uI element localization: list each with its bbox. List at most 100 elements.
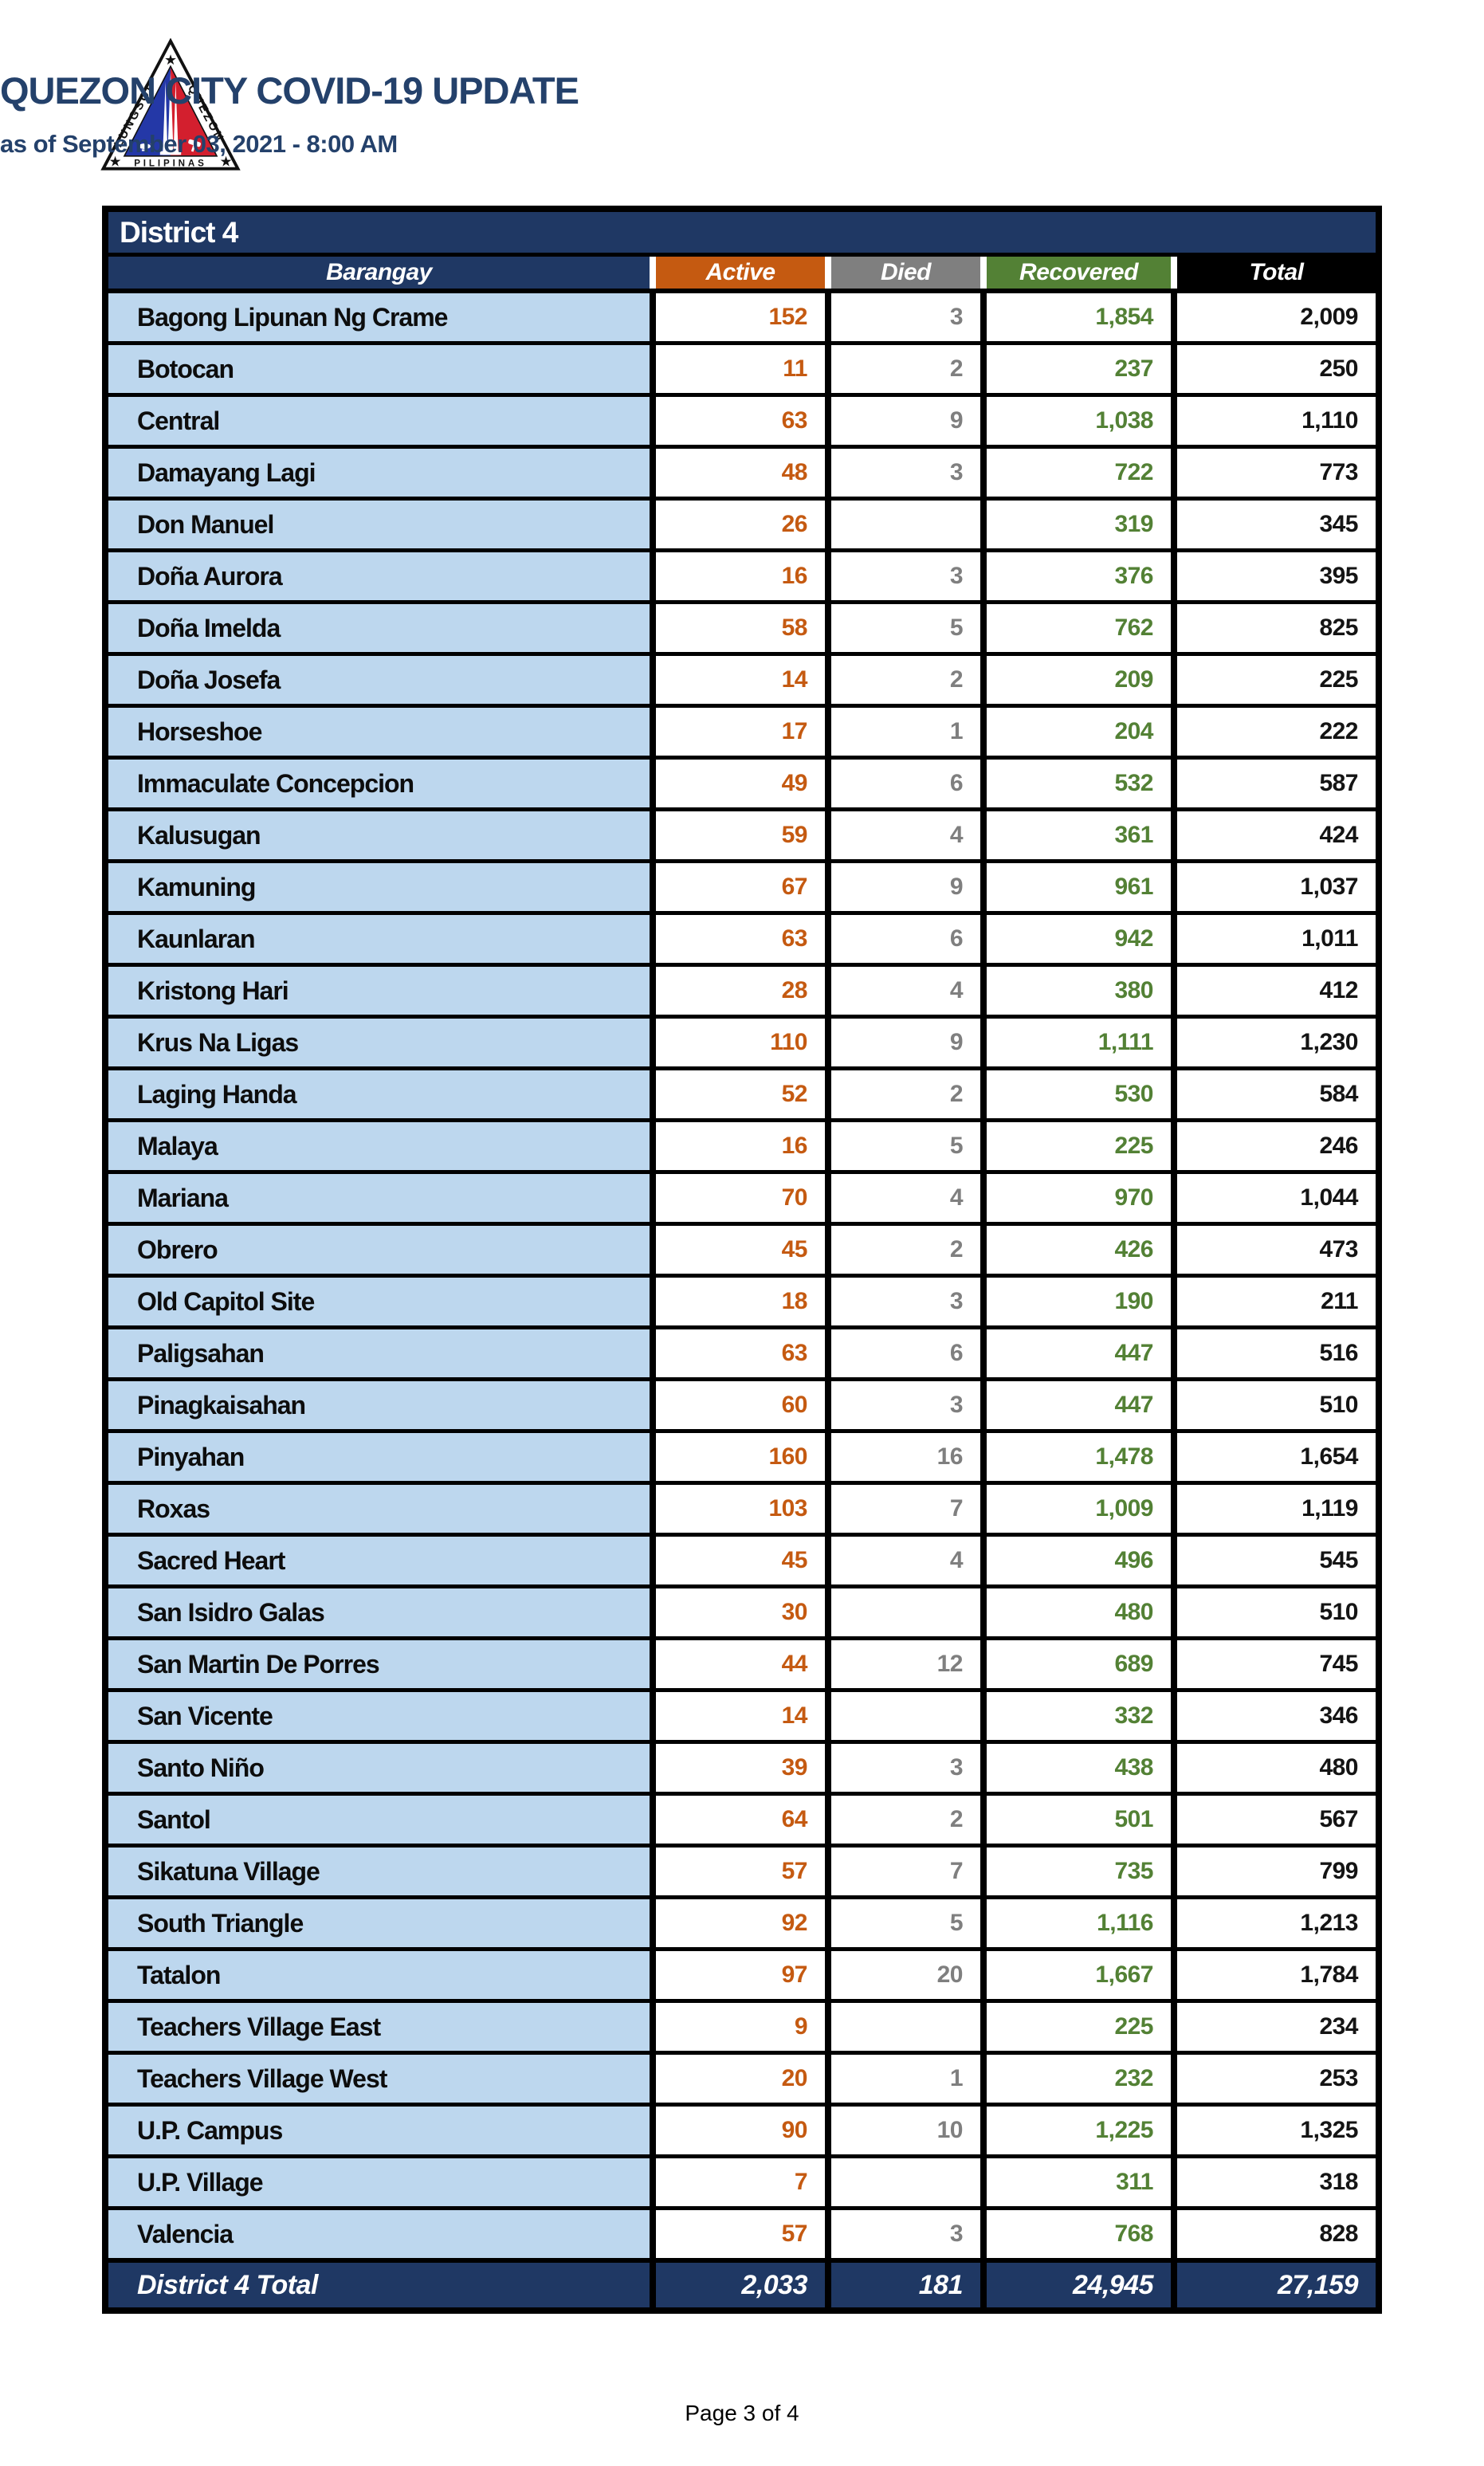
table-row: Old Capitol Site 18 3 190 211 [108,1278,1376,1325]
table-row: Laging Handa 52 2 530 584 [108,1070,1376,1118]
total-cell: 250 [1177,345,1376,393]
table-row: Kaunlaran 63 6 942 1,011 [108,915,1376,963]
recovered-cell: 361 [987,811,1171,859]
recovered-cell: 438 [987,1744,1171,1792]
table-row: U.P. Village 7 311 318 [108,2158,1376,2206]
recovered-cell: 376 [987,552,1171,600]
total-cell: 828 [1177,2210,1376,2258]
recovered-cell: 447 [987,1329,1171,1377]
column-header-died: Died [831,257,980,289]
died-cell: 3 [831,293,980,341]
recovered-cell: 1,478 [987,1433,1171,1481]
table-row: San Isidro Galas 30 480 510 [108,1588,1376,1636]
recovered-cell: 501 [987,1796,1171,1844]
recovered-cell: 1,009 [987,1485,1171,1533]
barangay-cell: Kaunlaran [108,915,650,963]
died-cell: 4 [831,967,980,1015]
column-header-recovered: Recovered [987,257,1171,289]
recovered-cell: 768 [987,2210,1171,2258]
district-total-recovered: 24,945 [987,2263,1171,2307]
died-cell [831,1588,980,1636]
active-cell: 58 [656,604,825,652]
district-total-active: 2,033 [656,2263,825,2307]
total-cell: 1,325 [1177,2107,1376,2154]
died-cell: 3 [831,552,980,600]
recovered-cell: 426 [987,1226,1171,1274]
active-cell: 63 [656,915,825,963]
active-cell: 45 [656,1537,825,1584]
barangay-cell: Obrero [108,1226,650,1274]
barangay-cell: San Martin De Porres [108,1640,650,1688]
barangay-cell: Sacred Heart [108,1537,650,1584]
died-cell: 7 [831,1848,980,1895]
total-cell: 225 [1177,656,1376,704]
died-cell: 2 [831,1070,980,1118]
barangay-cell: Immaculate Concepcion [108,760,650,807]
died-cell: 6 [831,760,980,807]
table-row: South Triangle 92 5 1,116 1,213 [108,1899,1376,1947]
total-cell: 246 [1177,1122,1376,1170]
active-cell: 97 [656,1951,825,1999]
recovered-cell: 232 [987,2055,1171,2103]
barangay-cell: Tatalon [108,1951,650,1999]
barangay-cell: Botocan [108,345,650,393]
died-cell: 3 [831,1278,980,1325]
total-cell: 222 [1177,708,1376,756]
page-subtitle: as of September 03, 2021 - 8:00 AM [0,130,398,158]
died-cell: 20 [831,1951,980,1999]
star-icon: ★ [220,155,231,169]
table-row: Doña Josefa 14 2 209 225 [108,656,1376,704]
total-cell: 1,213 [1177,1899,1376,1947]
table-row: Botocan 11 2 237 250 [108,345,1376,393]
table-row: Bagong Lipunan Ng Crame 152 3 1,854 2,009 [108,293,1376,341]
died-cell: 5 [831,1122,980,1170]
active-cell: 16 [656,1122,825,1170]
active-cell: 28 [656,967,825,1015]
died-cell: 5 [831,1899,980,1947]
died-cell: 6 [831,1329,980,1377]
barangay-cell: Doña Imelda [108,604,650,652]
active-cell: 152 [656,293,825,341]
active-cell: 59 [656,811,825,859]
recovered-cell: 1,667 [987,1951,1171,1999]
died-cell: 4 [831,811,980,859]
table-row: Pinagkaisahan 60 3 447 510 [108,1381,1376,1429]
died-cell: 9 [831,863,980,911]
total-cell: 424 [1177,811,1376,859]
table-row: Doña Aurora 16 3 376 395 [108,552,1376,600]
recovered-cell: 496 [987,1537,1171,1584]
active-cell: 48 [656,449,825,497]
total-cell: 211 [1177,1278,1376,1325]
table-row: Pinyahan 160 16 1,478 1,654 [108,1433,1376,1481]
recovered-cell: 532 [987,760,1171,807]
table-row: Kamuning 67 9 961 1,037 [108,863,1376,911]
total-cell: 2,009 [1177,293,1376,341]
active-cell: 18 [656,1278,825,1325]
barangay-cell: Kalusugan [108,811,650,859]
recovered-cell: 204 [987,708,1171,756]
table-body: Bagong Lipunan Ng Crame 152 3 1,854 2,009 Bot… [108,293,1376,2263]
barangay-cell: U.P. Village [108,2158,650,2206]
barangay-cell: Bagong Lipunan Ng Crame [108,293,650,341]
died-cell [831,501,980,548]
total-cell: 545 [1177,1537,1376,1584]
died-cell: 9 [831,397,980,445]
died-cell: 3 [831,2210,980,2258]
active-cell: 14 [656,1692,825,1740]
recovered-cell: 735 [987,1848,1171,1895]
died-cell: 7 [831,1485,980,1533]
active-cell: 45 [656,1226,825,1274]
table-row: Valencia 57 3 768 828 [108,2210,1376,2258]
died-cell [831,1692,980,1740]
star-icon: ★ [165,54,176,68]
active-cell: 57 [656,1848,825,1895]
total-cell: 1,119 [1177,1485,1376,1533]
recovered-cell: 380 [987,967,1171,1015]
died-cell: 3 [831,1381,980,1429]
active-cell: 110 [656,1019,825,1066]
active-cell: 64 [656,1796,825,1844]
page-title: QUEZON CITY COVID-19 UPDATE [0,69,579,112]
gavel-icon [188,139,201,152]
total-cell: 473 [1177,1226,1376,1274]
table-row: Krus Na Ligas 110 9 1,111 1,230 [108,1019,1376,1066]
